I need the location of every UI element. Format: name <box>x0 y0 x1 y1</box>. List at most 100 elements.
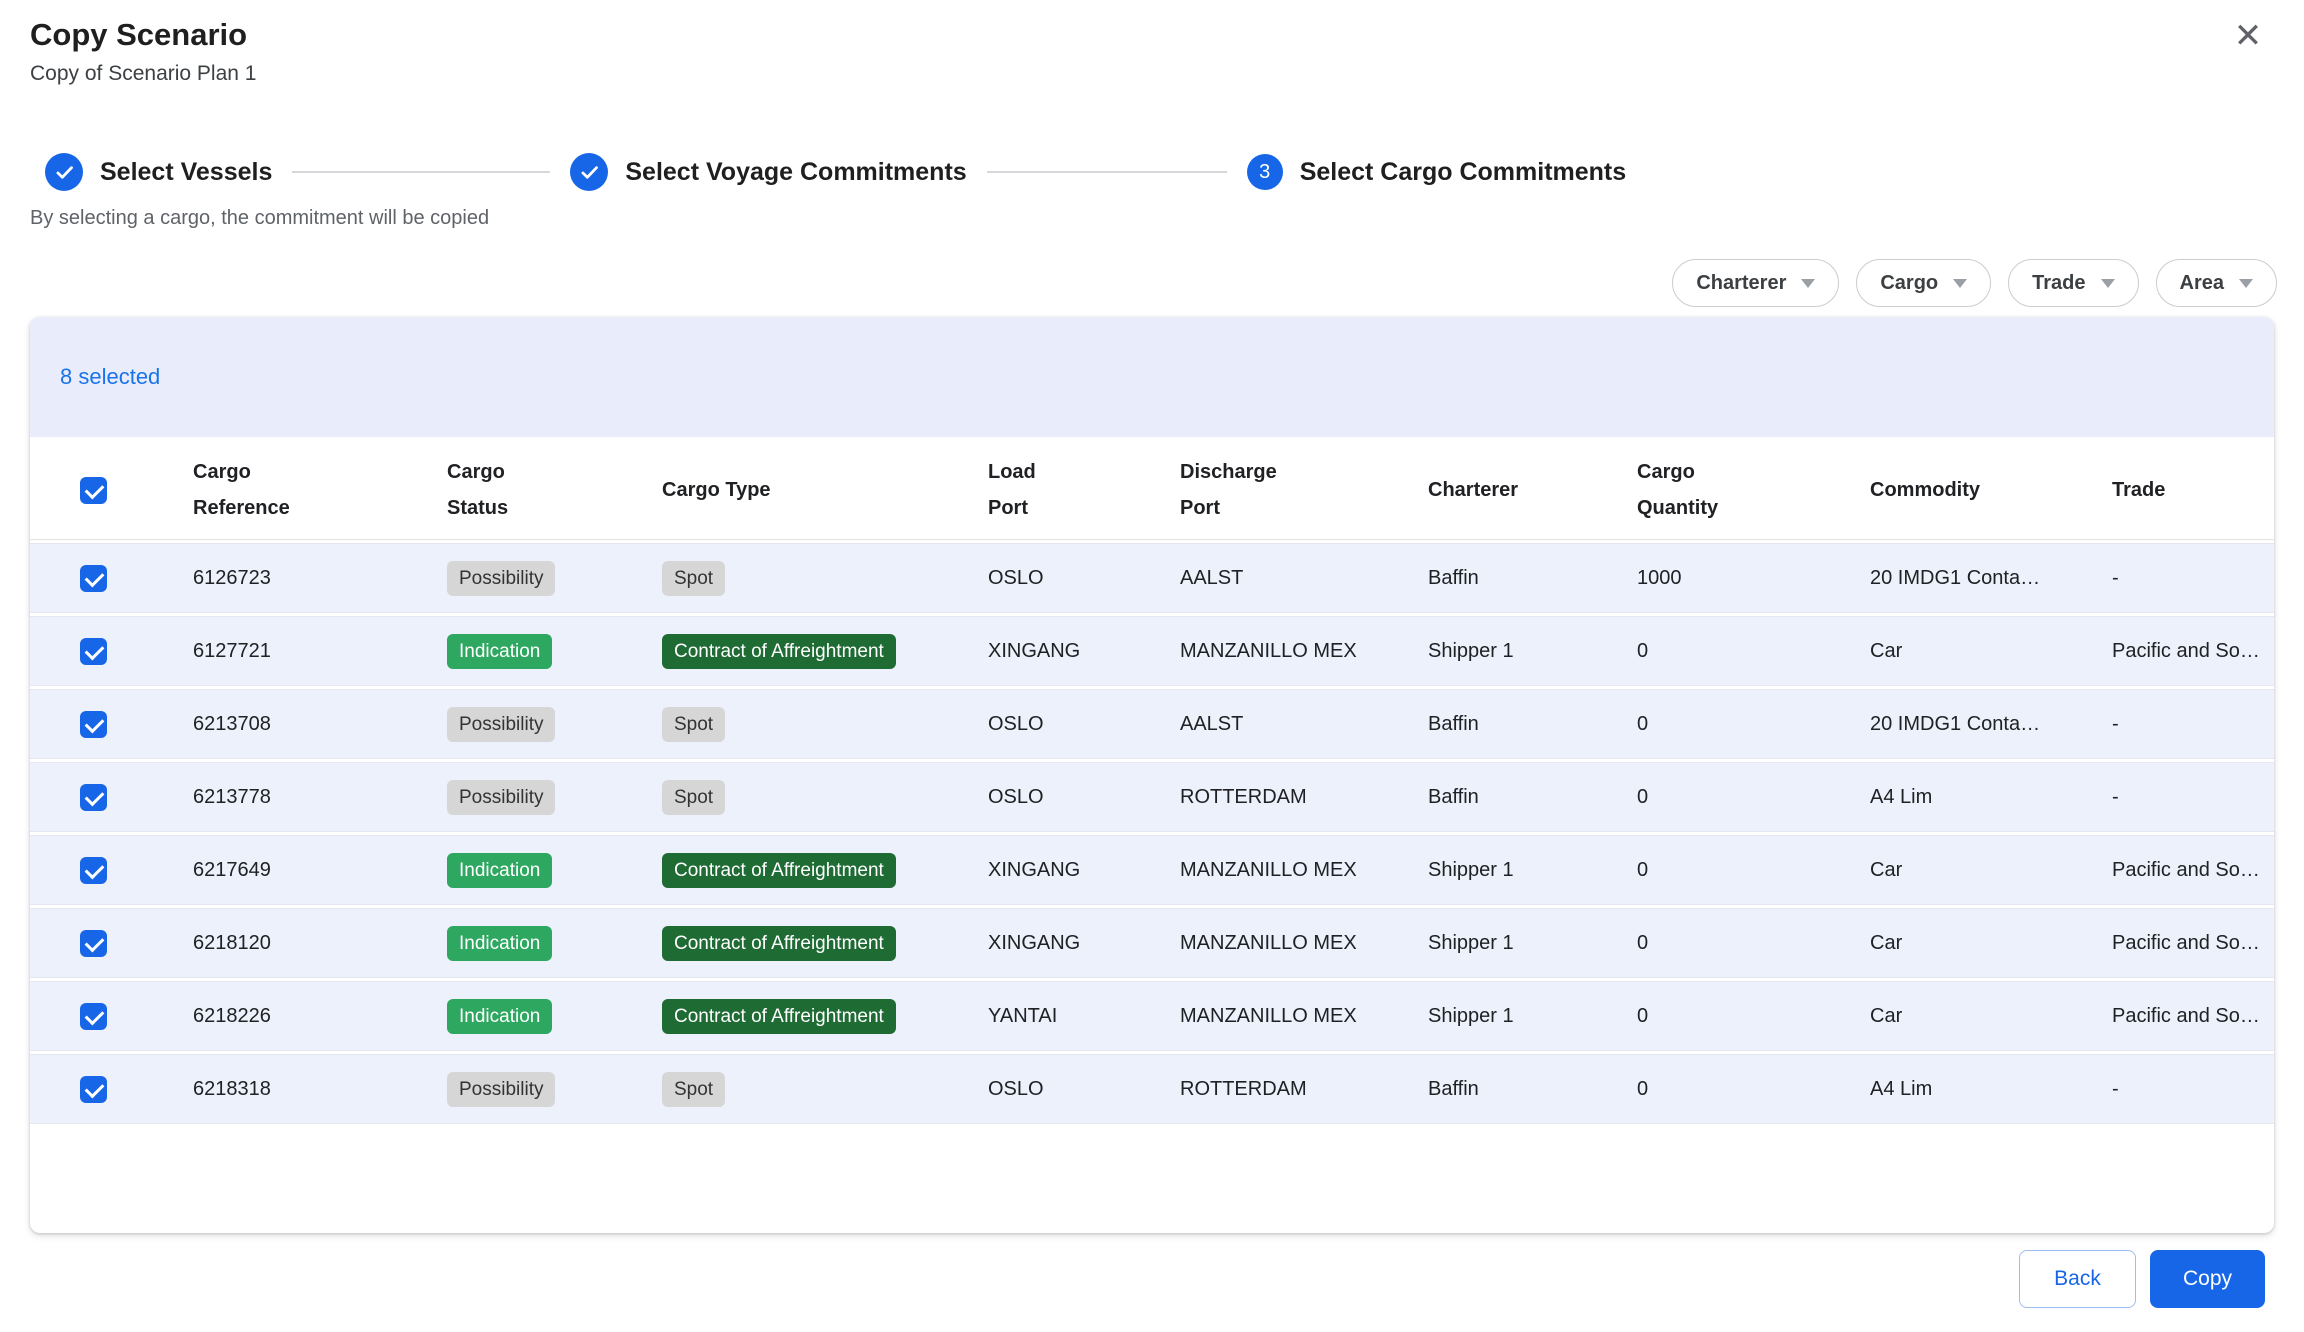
row-checkbox[interactable] <box>80 711 107 738</box>
cell-load-port: OSLO <box>988 543 1180 613</box>
cell-charterer: Baffin <box>1428 543 1637 613</box>
cell-load-port: OSLO <box>988 689 1180 759</box>
cell-load-port: OSLO <box>988 762 1180 832</box>
column-header-discharge-port: Discharge Port <box>1180 440 1428 540</box>
selected-count: 8 selected <box>60 364 160 390</box>
cell-cargo-quantity: 0 <box>1637 689 1870 759</box>
dialog-header: Copy Scenario Copy of Scenario Plan 1 <box>30 14 256 86</box>
row-checkbox[interactable] <box>80 930 107 957</box>
cell-load-port: XINGANG <box>988 835 1180 905</box>
cell-commodity: A4 Lim <box>1870 762 2112 832</box>
cell-cargo-quantity: 0 <box>1637 762 1870 832</box>
cargo-type-badge: Contract of Affreightment <box>662 634 896 669</box>
dialog-footer: Back Copy <box>2019 1250 2265 1308</box>
cell-commodity: Car <box>1870 616 2112 686</box>
cell-trade: Pacific and So… <box>2112 835 2274 905</box>
copy-button[interactable]: Copy <box>2150 1250 2265 1308</box>
cell-cargo-quantity: 0 <box>1637 1054 1870 1124</box>
cell-discharge-port: MANZANILLO MEX <box>1180 908 1428 978</box>
cell-discharge-port: MANZANILLO MEX <box>1180 616 1428 686</box>
row-checkbox[interactable] <box>80 1076 107 1103</box>
cell-discharge-port: AALST <box>1180 689 1428 759</box>
cell-charterer: Baffin <box>1428 762 1637 832</box>
cell-commodity: A4 Lim <box>1870 1054 2112 1124</box>
cargo-commitments-card: 8 selected Cargo Reference Cargo Status … <box>30 317 2274 1233</box>
stepper: Select Vessels Select Voyage Commitments… <box>45 150 1626 194</box>
row-checkbox[interactable] <box>80 784 107 811</box>
cell-load-port: YANTAI <box>988 981 1180 1051</box>
filter-area-dropdown[interactable]: Area <box>2156 259 2277 307</box>
cell-charterer: Shipper 1 <box>1428 616 1637 686</box>
chevron-down-icon <box>1953 279 1967 288</box>
table-row[interactable]: 6213778 Possibility Spot OSLO ROTTERDAM … <box>30 762 2274 832</box>
cargo-status-badge: Possibility <box>447 1072 555 1107</box>
stepper-connector <box>292 171 550 173</box>
cargo-type-badge: Contract of Affreightment <box>662 853 896 888</box>
cell-cargo-reference: 6213778 <box>193 762 447 832</box>
table-row[interactable]: 6218226 Indication Contract of Affreight… <box>30 981 2274 1051</box>
cargo-status-badge: Possibility <box>447 707 555 742</box>
cargo-status-badge: Indication <box>447 926 552 961</box>
step-select-vessels[interactable]: Select Vessels <box>45 153 272 191</box>
cell-discharge-port: AALST <box>1180 543 1428 613</box>
column-header-charterer: Charterer <box>1428 440 1637 540</box>
column-header-cargo-reference: Cargo Reference <box>193 440 447 540</box>
cell-trade: Pacific and So… <box>2112 981 2274 1051</box>
close-icon[interactable]: ✕ <box>2226 14 2270 58</box>
cell-charterer: Baffin <box>1428 1054 1637 1124</box>
back-button[interactable]: Back <box>2019 1250 2136 1308</box>
table-row[interactable]: 6213708 Possibility Spot OSLO AALST Baff… <box>30 689 2274 759</box>
table-row[interactable]: 6218318 Possibility Spot OSLO ROTTERDAM … <box>30 1054 2274 1124</box>
column-header-load-port: Load Port <box>988 440 1180 540</box>
table-row[interactable]: 6126723 Possibility Spot OSLO AALST Baff… <box>30 543 2274 613</box>
selection-toolbar: 8 selected <box>30 317 2274 437</box>
step-complete-check-icon <box>570 153 608 191</box>
cargo-status-badge: Indication <box>447 999 552 1034</box>
row-checkbox[interactable] <box>80 638 107 665</box>
select-all-checkbox[interactable] <box>80 477 107 504</box>
page-title: Copy Scenario <box>30 14 256 56</box>
cargo-status-badge: Indication <box>447 853 552 888</box>
cargo-status-badge: Possibility <box>447 780 555 815</box>
cell-cargo-reference: 6218318 <box>193 1054 447 1124</box>
cell-trade: Pacific and So… <box>2112 908 2274 978</box>
cell-cargo-reference: 6127721 <box>193 616 447 686</box>
cell-commodity: Car <box>1870 908 2112 978</box>
cell-load-port: XINGANG <box>988 908 1180 978</box>
table-row[interactable]: 6217649 Indication Contract of Affreight… <box>30 835 2274 905</box>
step-label: Select Vessels <box>100 158 272 187</box>
cell-discharge-port: ROTTERDAM <box>1180 762 1428 832</box>
cargo-status-badge: Indication <box>447 634 552 669</box>
step-select-voyage-commitments[interactable]: Select Voyage Commitments <box>570 153 966 191</box>
cargo-status-badge: Possibility <box>447 561 555 596</box>
cell-discharge-port: MANZANILLO MEX <box>1180 835 1428 905</box>
table-row[interactable]: 6127721 Indication Contract of Affreight… <box>30 616 2274 686</box>
chevron-down-icon <box>2101 279 2115 288</box>
column-header-cargo-type: Cargo Type <box>662 440 988 540</box>
cell-load-port: XINGANG <box>988 616 1180 686</box>
cell-commodity: Car <box>1870 835 2112 905</box>
filter-charterer-dropdown[interactable]: Charterer <box>1672 259 1839 307</box>
step-label: Select Voyage Commitments <box>625 158 966 187</box>
cargo-type-badge: Spot <box>662 707 725 742</box>
cargo-type-badge: Spot <box>662 561 725 596</box>
cell-cargo-quantity: 0 <box>1637 981 1870 1051</box>
cell-discharge-port: ROTTERDAM <box>1180 1054 1428 1124</box>
cell-trade: - <box>2112 1054 2274 1124</box>
chevron-down-icon <box>1801 279 1815 288</box>
cargo-commitments-table: Cargo Reference Cargo Status Cargo Type … <box>30 437 2274 1127</box>
filter-cargo-dropdown[interactable]: Cargo <box>1856 259 1991 307</box>
step-select-cargo-commitments[interactable]: 3 Select Cargo Commitments <box>1247 154 1626 190</box>
cell-cargo-quantity: 0 <box>1637 835 1870 905</box>
row-checkbox[interactable] <box>80 1003 107 1030</box>
cargo-type-badge: Spot <box>662 1072 725 1107</box>
row-checkbox[interactable] <box>80 857 107 884</box>
dialog-subtitle: Copy of Scenario Plan 1 <box>30 62 256 86</box>
cell-trade: Pacific and So… <box>2112 616 2274 686</box>
table-row[interactable]: 6218120 Indication Contract of Affreight… <box>30 908 2274 978</box>
table-header-row: Cargo Reference Cargo Status Cargo Type … <box>30 440 2274 540</box>
cell-charterer: Shipper 1 <box>1428 835 1637 905</box>
row-checkbox[interactable] <box>80 565 107 592</box>
step-complete-check-icon <box>45 153 83 191</box>
filter-trade-dropdown[interactable]: Trade <box>2008 259 2138 307</box>
